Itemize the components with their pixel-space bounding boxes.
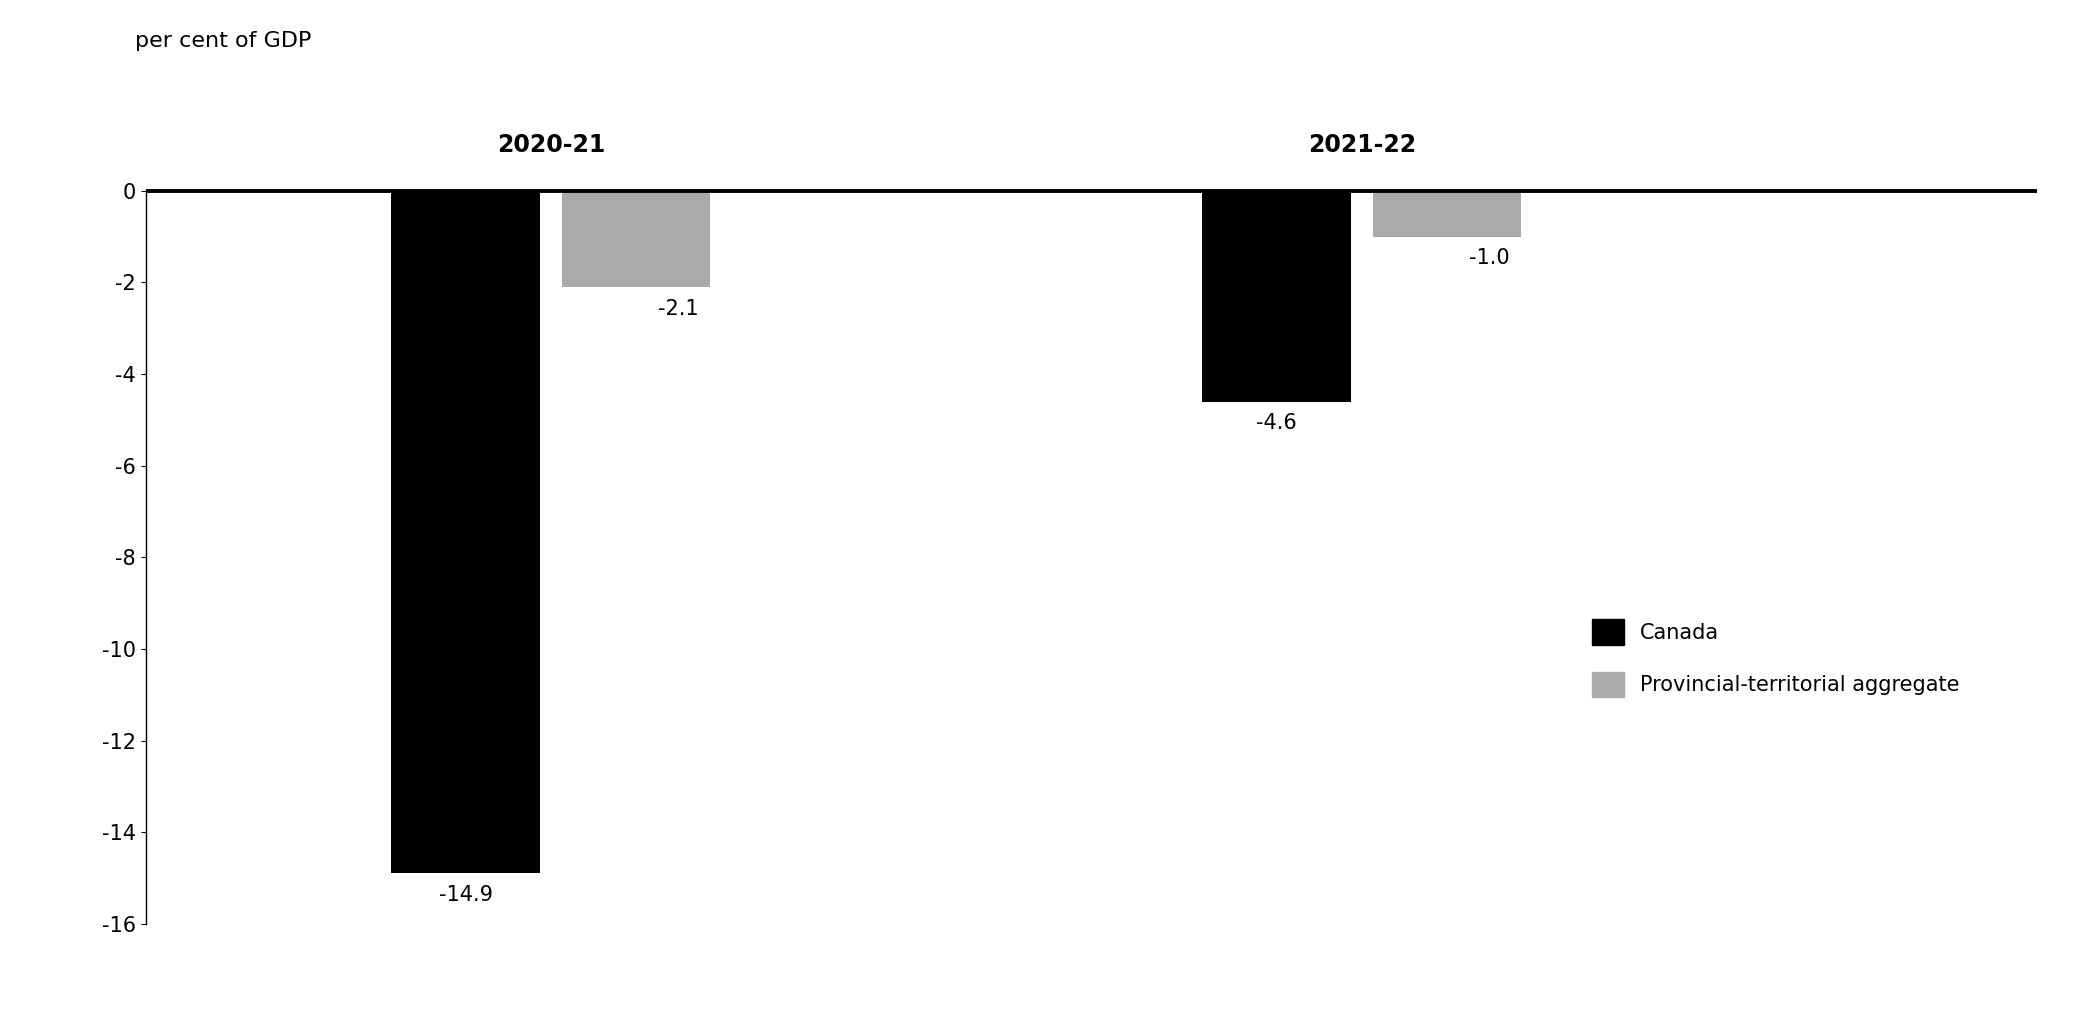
Bar [1202, 191, 1351, 402]
Text: -14.9: -14.9 [439, 885, 493, 905]
Bar [391, 191, 541, 873]
Legend: Canada, Provincial-territorial aggregate: Canada, Provincial-territorial aggregate [1582, 609, 1971, 708]
Text: -2.1: -2.1 [657, 298, 699, 319]
Text: -1.0: -1.0 [1468, 248, 1509, 268]
Bar [561, 191, 711, 287]
Text: -4.6: -4.6 [1256, 413, 1297, 433]
Text: 2020-21: 2020-21 [497, 132, 605, 157]
Bar [1372, 191, 1522, 237]
Text: per cent of GDP: per cent of GDP [135, 31, 312, 51]
Text: 2021-22: 2021-22 [1308, 132, 1416, 157]
